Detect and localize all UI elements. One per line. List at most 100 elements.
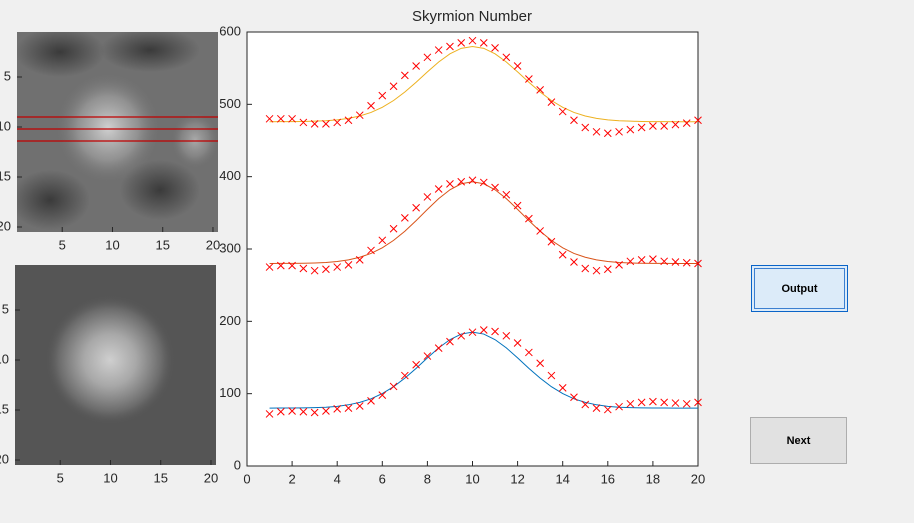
data-marker <box>671 399 680 407</box>
data-marker <box>446 42 454 51</box>
data-marker <box>547 98 556 107</box>
x-tick-label: 20 <box>691 471 705 486</box>
data-marker <box>479 38 488 47</box>
data-marker <box>615 127 623 136</box>
data-marker <box>412 62 420 70</box>
output-button[interactable]: Output <box>751 265 848 312</box>
fit-curve <box>269 181 698 264</box>
data-marker <box>682 258 691 267</box>
data-marker <box>288 407 296 415</box>
data-marker <box>558 107 567 116</box>
data-marker <box>378 236 387 245</box>
data-marker <box>468 36 477 45</box>
data-marker <box>491 183 499 192</box>
data-marker <box>378 391 387 399</box>
x-tick-label: 15 <box>155 237 169 252</box>
x-tick-label: 5 <box>59 237 66 252</box>
data-marker <box>592 404 601 412</box>
data-marker <box>468 176 477 185</box>
data-marker <box>265 114 274 123</box>
data-marker <box>423 352 432 360</box>
data-marker <box>412 203 420 212</box>
data-marker <box>423 193 432 201</box>
data-marker <box>660 122 669 130</box>
data-marker <box>547 237 556 246</box>
data-marker <box>536 359 545 368</box>
fit-curve <box>269 45 698 123</box>
fit-curve <box>269 331 698 409</box>
data-marker <box>603 265 612 274</box>
data-marker <box>558 250 567 259</box>
y-tick-label: 10 <box>0 118 11 133</box>
plot-area <box>246 31 699 467</box>
data-marker <box>468 328 477 337</box>
y-tick-label: 20 <box>0 218 11 233</box>
data-marker <box>660 257 669 266</box>
x-tick-label: 5 <box>57 470 64 485</box>
data-marker <box>299 264 308 273</box>
data-marker <box>660 398 669 407</box>
x-tick-label: 2 <box>288 471 295 486</box>
data-marker <box>649 122 657 130</box>
data-marker <box>333 118 342 127</box>
data-marker <box>626 257 635 266</box>
data-marker <box>649 397 657 406</box>
data-marker <box>637 123 646 132</box>
x-tick-label: 6 <box>379 471 386 486</box>
data-marker <box>603 129 612 138</box>
data-marker <box>299 118 308 127</box>
data-marker <box>525 75 533 83</box>
y-tick-label: 600 <box>219 23 241 38</box>
data-marker <box>671 258 680 266</box>
x-tick-label: 10 <box>105 237 119 252</box>
next-button[interactable]: Next <box>750 417 847 464</box>
data-marker <box>671 120 680 129</box>
data-marker <box>400 371 409 380</box>
data-marker <box>479 326 488 334</box>
data-marker <box>615 261 623 269</box>
data-marker <box>367 246 375 255</box>
data-marker <box>581 264 590 273</box>
data-marker <box>333 405 342 413</box>
data-marker <box>581 400 590 409</box>
x-tick-label: 20 <box>206 237 220 252</box>
data-marker <box>344 261 353 269</box>
data-marker <box>547 371 556 380</box>
data-marker <box>400 214 409 222</box>
data-marker <box>457 38 466 47</box>
data-marker <box>513 201 522 210</box>
chart-title: Skyrmion Number <box>412 8 532 25</box>
x-tick-label: 10 <box>103 470 117 485</box>
data-marker <box>344 116 353 125</box>
x-tick-label: 0 <box>243 471 250 486</box>
data-marker <box>513 339 522 347</box>
data-marker <box>603 405 612 414</box>
data-marker <box>626 399 635 408</box>
data-marker <box>389 224 398 233</box>
data-marker <box>355 255 364 264</box>
data-marker <box>389 82 398 91</box>
y-tick-label: 15 <box>0 401 9 416</box>
data-marker <box>513 62 522 70</box>
data-marker <box>310 266 319 275</box>
data-marker <box>479 178 488 187</box>
x-tick-label: 20 <box>204 470 218 485</box>
y-tick-label: 20 <box>0 451 9 466</box>
y-tick-label: 500 <box>219 96 241 111</box>
data-marker <box>536 227 545 235</box>
x-tick-label: 4 <box>334 471 341 486</box>
data-marker <box>288 261 296 270</box>
data-marker <box>322 265 330 274</box>
x-tick-label: 16 <box>601 471 615 486</box>
data-marker <box>525 348 533 357</box>
data-marker <box>446 180 454 188</box>
data-marker <box>457 177 466 186</box>
data-marker <box>457 331 466 340</box>
data-marker <box>637 398 646 407</box>
data-marker <box>265 263 274 271</box>
data-marker <box>434 185 443 193</box>
y-tick-label: 200 <box>219 313 241 328</box>
y-tick-label: 5 <box>2 301 9 316</box>
data-marker <box>502 331 511 340</box>
